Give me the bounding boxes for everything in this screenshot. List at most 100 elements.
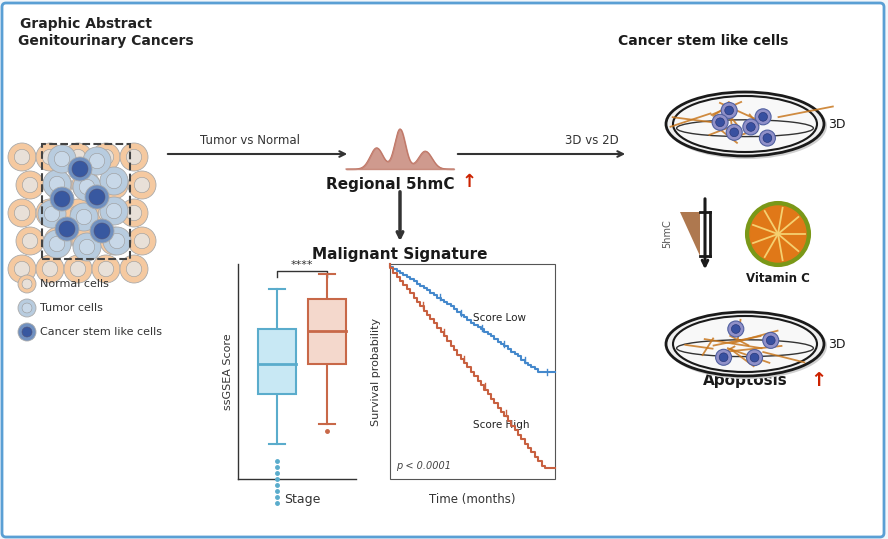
Circle shape	[99, 261, 114, 277]
Circle shape	[72, 227, 100, 255]
Circle shape	[72, 161, 88, 177]
Ellipse shape	[667, 313, 827, 379]
Text: 3D: 3D	[828, 337, 845, 350]
Circle shape	[22, 177, 37, 193]
Ellipse shape	[667, 93, 827, 159]
Circle shape	[743, 119, 759, 135]
Circle shape	[43, 205, 58, 220]
Circle shape	[43, 170, 71, 198]
Circle shape	[712, 114, 728, 130]
Circle shape	[99, 149, 114, 165]
Circle shape	[50, 187, 74, 211]
Circle shape	[134, 177, 150, 193]
Text: Tumor vs Normal: Tumor vs Normal	[200, 134, 300, 147]
Circle shape	[51, 233, 66, 248]
Circle shape	[746, 202, 810, 266]
Circle shape	[126, 149, 142, 165]
Text: Malignant Signature: Malignant Signature	[313, 247, 488, 262]
Circle shape	[22, 279, 32, 289]
Circle shape	[728, 321, 744, 337]
Circle shape	[90, 219, 114, 243]
Circle shape	[107, 174, 122, 189]
Text: ssGSEA Score: ssGSEA Score	[223, 333, 233, 410]
Circle shape	[8, 143, 36, 171]
Circle shape	[73, 173, 101, 201]
Circle shape	[755, 109, 771, 125]
Circle shape	[134, 233, 150, 248]
Circle shape	[83, 147, 111, 175]
Circle shape	[109, 233, 124, 248]
Circle shape	[72, 171, 100, 199]
Text: ↑: ↑	[810, 371, 827, 390]
Circle shape	[100, 227, 128, 255]
Circle shape	[107, 177, 122, 193]
Circle shape	[766, 336, 775, 345]
Circle shape	[758, 113, 767, 121]
Circle shape	[732, 324, 741, 334]
Circle shape	[22, 327, 32, 337]
Text: 5hmC: 5hmC	[662, 219, 672, 248]
Circle shape	[14, 261, 29, 277]
Circle shape	[73, 233, 101, 261]
Circle shape	[726, 125, 742, 140]
Circle shape	[126, 261, 142, 277]
Bar	[258, 329, 296, 394]
Circle shape	[85, 185, 109, 209]
Circle shape	[128, 227, 156, 255]
Circle shape	[76, 209, 91, 225]
Circle shape	[107, 233, 122, 248]
Circle shape	[18, 275, 36, 293]
Circle shape	[68, 157, 92, 181]
Circle shape	[44, 171, 72, 199]
Circle shape	[120, 143, 148, 171]
Circle shape	[730, 128, 739, 137]
Circle shape	[107, 203, 122, 219]
Circle shape	[8, 255, 36, 283]
Circle shape	[79, 179, 95, 195]
Circle shape	[59, 221, 75, 237]
Circle shape	[99, 205, 114, 220]
Text: Time (months): Time (months)	[429, 493, 516, 506]
Bar	[308, 299, 346, 364]
Circle shape	[44, 206, 59, 222]
Circle shape	[70, 149, 86, 165]
Circle shape	[92, 199, 120, 227]
Circle shape	[78, 233, 94, 248]
Circle shape	[94, 223, 110, 239]
Text: Apoptosis: Apoptosis	[702, 374, 788, 389]
Circle shape	[750, 206, 806, 262]
Circle shape	[716, 349, 732, 365]
Circle shape	[750, 353, 759, 362]
Circle shape	[22, 303, 32, 313]
Circle shape	[90, 153, 105, 169]
Text: Regional 5hmC: Regional 5hmC	[326, 177, 455, 192]
Circle shape	[759, 130, 775, 146]
Text: Stage: Stage	[284, 493, 321, 506]
Text: Survival probability: Survival probability	[371, 317, 381, 426]
Circle shape	[55, 217, 79, 241]
Circle shape	[100, 167, 128, 195]
Circle shape	[70, 203, 98, 231]
Circle shape	[18, 299, 36, 317]
Text: 3D: 3D	[828, 118, 845, 130]
Text: 3D vs 2D: 3D vs 2D	[565, 134, 619, 147]
Circle shape	[51, 177, 66, 193]
Circle shape	[103, 227, 131, 255]
Bar	[42, 144, 130, 259]
Text: ****: ****	[290, 260, 313, 270]
Circle shape	[14, 149, 29, 165]
Text: Vitamin C: Vitamin C	[746, 272, 810, 285]
Text: ↑: ↑	[462, 173, 477, 191]
Circle shape	[79, 239, 95, 255]
Circle shape	[43, 149, 58, 165]
Circle shape	[763, 333, 779, 348]
Ellipse shape	[666, 312, 824, 376]
Text: Score High: Score High	[472, 420, 529, 430]
Circle shape	[16, 227, 44, 255]
Circle shape	[14, 205, 29, 220]
Circle shape	[89, 189, 105, 205]
Circle shape	[54, 151, 69, 167]
Circle shape	[16, 171, 44, 199]
Text: Genitourinary Cancers: Genitourinary Cancers	[18, 34, 194, 48]
Circle shape	[50, 236, 65, 252]
